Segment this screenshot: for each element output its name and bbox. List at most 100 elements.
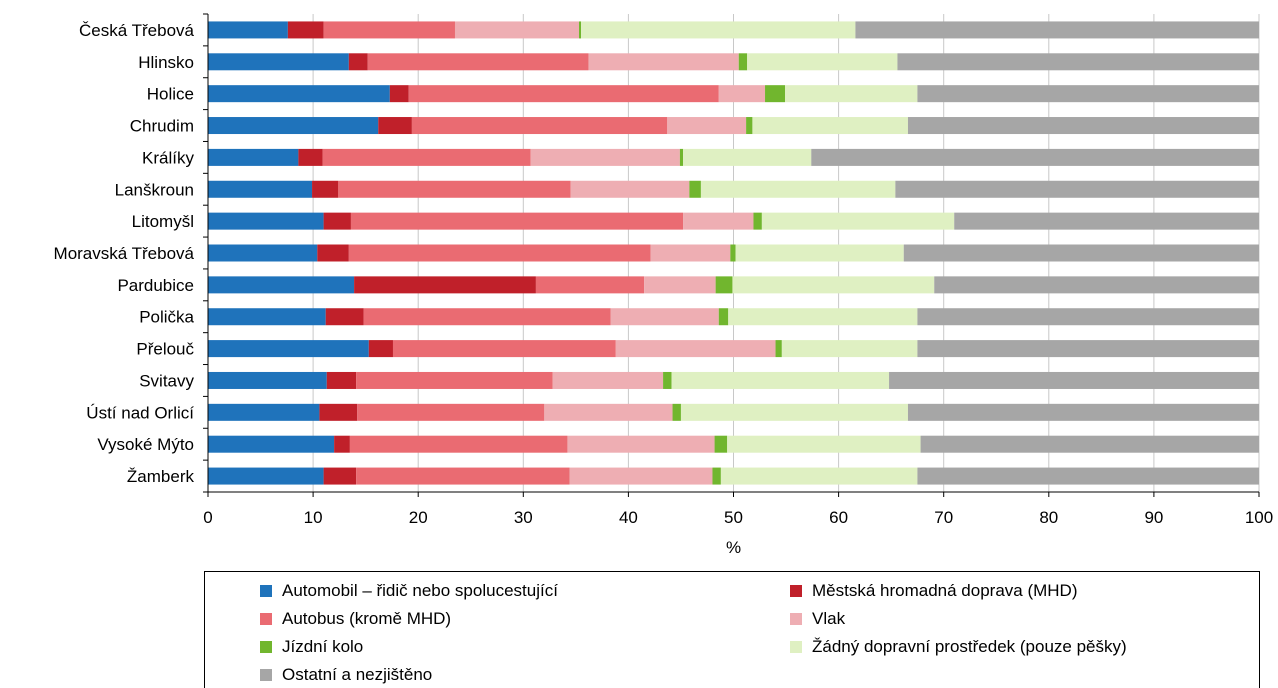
bar-segment — [348, 53, 368, 71]
bar-segment — [671, 371, 890, 389]
x-tick-label: 60 — [829, 508, 848, 527]
bar-segment — [644, 276, 716, 294]
bar-segment — [761, 212, 955, 230]
bar-segment — [378, 117, 412, 135]
bar-segment — [934, 276, 1259, 294]
bar-segment — [208, 244, 318, 262]
bar-segment — [208, 21, 288, 39]
bar-segment — [287, 21, 324, 39]
category-label: Králíky — [142, 148, 194, 167]
bar-segment — [208, 435, 335, 453]
bar-segment — [784, 85, 918, 103]
x-tick-label: 90 — [1144, 508, 1163, 527]
bar-segment — [679, 148, 684, 166]
bar-segment — [208, 403, 320, 421]
bar-segment — [319, 403, 358, 421]
legend-label: Městská hromadná doprava (MHD) — [812, 581, 1078, 600]
bar-segment — [356, 371, 553, 389]
bar-segment — [700, 180, 896, 198]
bar-segment — [715, 276, 733, 294]
legend-item: Vlak — [790, 609, 845, 629]
x-tick-label: 30 — [514, 508, 533, 527]
bar-segment — [326, 371, 357, 389]
bar-segment — [323, 21, 455, 39]
bar-segment — [349, 435, 568, 453]
bar-segment — [208, 148, 299, 166]
bar-segment — [738, 53, 748, 71]
bar-segment — [552, 371, 664, 389]
bar-segment — [718, 308, 729, 326]
x-tick-label: 40 — [619, 508, 638, 527]
legend-item: Jízdní kolo — [260, 637, 363, 657]
x-axis-label: % — [726, 538, 741, 557]
legend-swatch — [790, 613, 802, 625]
bar-segment — [917, 467, 1259, 485]
bar-segment — [920, 435, 1259, 453]
bar-segment — [917, 308, 1259, 326]
bar-segment — [323, 212, 351, 230]
bar-segment — [683, 148, 812, 166]
category-label: Přelouč — [136, 340, 194, 359]
category-label: Chrudim — [130, 117, 194, 136]
bar-segment — [650, 244, 731, 262]
legend-label: Automobil – řidič nebo spolucestující — [282, 581, 558, 600]
bar-segment — [348, 244, 651, 262]
bar-segment — [683, 212, 754, 230]
bar-segment — [389, 85, 409, 103]
bar-segment — [897, 53, 1259, 71]
bar-segment — [570, 180, 690, 198]
chart-legend: Automobil – řidič nebo spolucestující Měs… — [204, 571, 1260, 688]
bar-segment — [672, 403, 681, 421]
category-label: Pardubice — [117, 276, 194, 295]
bar-segment — [720, 467, 918, 485]
bar-segment — [907, 403, 1259, 421]
category-label: Hlinsko — [138, 53, 194, 72]
bar-segment — [208, 180, 313, 198]
category-label: Litomyšl — [132, 212, 194, 231]
bar-segment — [323, 467, 357, 485]
bar-segment — [312, 180, 339, 198]
legend-item: Žádný dopravní prostředek (pouze pěšky) — [790, 637, 1127, 657]
bar-segment — [581, 21, 856, 39]
bar-segment — [530, 148, 680, 166]
bar-segment — [855, 21, 1259, 39]
bar-segment — [208, 53, 349, 71]
category-label: Ústí nad Orlicí — [86, 403, 194, 422]
bar-segment — [357, 403, 545, 421]
legend-item: Městská hromadná doprava (MHD) — [790, 581, 1077, 601]
bar-segment — [775, 340, 782, 358]
bar-segment — [208, 212, 324, 230]
category-label: Česká Třebová — [79, 21, 195, 40]
bar-segment — [408, 85, 719, 103]
bar-segment — [334, 435, 350, 453]
legend-swatch — [790, 585, 802, 597]
x-tick-label: 100 — [1245, 508, 1273, 527]
x-tick-label: 80 — [1039, 508, 1058, 527]
bar-segment — [663, 371, 672, 389]
bar-segment — [680, 403, 908, 421]
legend-label: Autobus (kromě MHD) — [282, 609, 452, 628]
bar-segment — [544, 403, 673, 421]
legend-label: Jízdní kolo — [282, 637, 364, 656]
category-label: Žamberk — [127, 467, 195, 486]
legend-label: Vlak — [812, 609, 846, 628]
bar-segment — [208, 340, 369, 358]
legend-item: Ostatní a nezjištěno — [260, 665, 432, 685]
category-label: Lanškroun — [115, 180, 194, 199]
bar-segment — [811, 148, 1259, 166]
legend-swatch — [790, 641, 802, 653]
legend-label: Žádný dopravní prostředek (pouze pěšky) — [812, 637, 1127, 656]
bar-segment — [208, 276, 355, 294]
legend-swatch — [260, 669, 272, 681]
bar-segment — [889, 371, 1259, 389]
stacked-bar-chart: Česká Třebová Hlinsko Holice Chrudim Králíky… — [54, 13, 1273, 557]
bar-segment — [368, 340, 393, 358]
bar-segment — [579, 21, 582, 39]
bar-segment — [392, 340, 616, 358]
bar-segment — [712, 467, 721, 485]
bar-segment — [350, 212, 684, 230]
bar-segment — [208, 308, 326, 326]
bar-segment — [208, 117, 379, 135]
bar-segment — [730, 244, 736, 262]
bar-segment — [588, 53, 739, 71]
